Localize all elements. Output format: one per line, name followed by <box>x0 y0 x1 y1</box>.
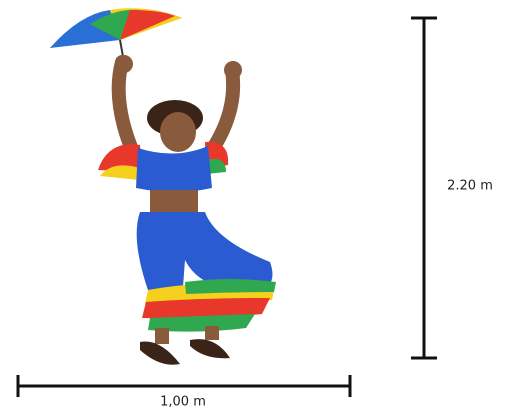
dancer-illustration <box>50 8 276 365</box>
height-dimension: 2.20 m <box>411 16 493 360</box>
width-dimension: 1,00 m <box>16 375 352 410</box>
width-label: 1,00 m <box>160 395 206 410</box>
height-label: 2.20 m <box>447 179 493 194</box>
